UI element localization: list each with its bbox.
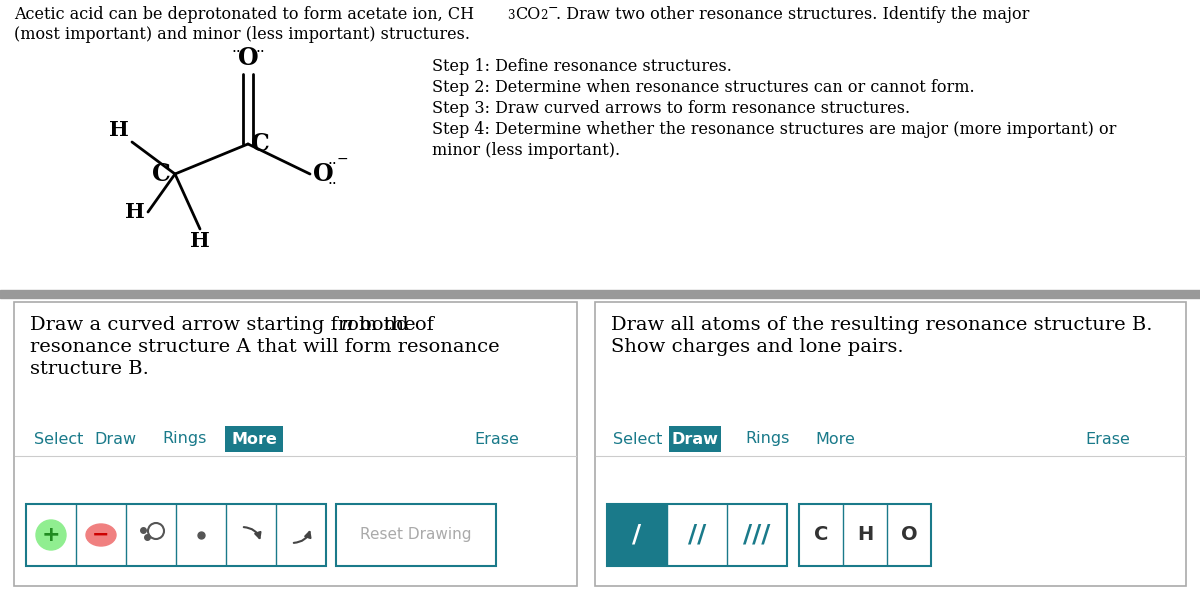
- Text: C: C: [251, 132, 270, 156]
- Bar: [0, 290, 1200, 298]
- Text: 3: 3: [508, 9, 515, 22]
- Ellipse shape: [86, 524, 116, 546]
- Text: Rings: Rings: [745, 431, 790, 446]
- Text: H: H: [190, 231, 210, 251]
- Text: +: +: [42, 525, 60, 545]
- Text: O: O: [313, 162, 334, 186]
- Text: Draw a curved arrow starting from the: Draw a curved arrow starting from the: [30, 316, 422, 334]
- Text: //: //: [688, 523, 706, 547]
- Text: C: C: [152, 162, 172, 186]
- Text: bond of: bond of: [353, 316, 434, 334]
- FancyBboxPatch shape: [607, 504, 787, 566]
- Text: H: H: [109, 120, 130, 140]
- FancyBboxPatch shape: [799, 504, 931, 566]
- FancyBboxPatch shape: [336, 504, 496, 566]
- Text: O: O: [238, 46, 258, 70]
- Text: Step 1: Define resonance structures.: Step 1: Define resonance structures.: [432, 58, 732, 75]
- Text: Reset Drawing: Reset Drawing: [360, 527, 472, 542]
- Text: H: H: [857, 525, 874, 544]
- Text: −: −: [92, 525, 109, 545]
- Text: ··: ··: [328, 176, 337, 191]
- Text: resonance structure A that will form resonance: resonance structure A that will form res…: [30, 338, 499, 356]
- FancyBboxPatch shape: [14, 302, 577, 586]
- Text: Draw: Draw: [672, 431, 719, 446]
- FancyBboxPatch shape: [26, 504, 326, 566]
- Text: C: C: [814, 525, 828, 544]
- Circle shape: [36, 520, 66, 550]
- Text: (most important) and minor (less important) structures.: (most important) and minor (less importa…: [14, 26, 470, 43]
- Text: ··: ··: [256, 45, 265, 60]
- Text: Step 3: Draw curved arrows to form resonance structures.: Step 3: Draw curved arrows to form reson…: [432, 100, 910, 117]
- Text: structure B.: structure B.: [30, 360, 149, 378]
- Text: Step 4: Determine whether the resonance structures are major (more important) or: Step 4: Determine whether the resonance …: [432, 121, 1116, 138]
- Text: π: π: [340, 316, 353, 334]
- Text: minor (less important).: minor (less important).: [432, 142, 620, 159]
- Text: ///: ///: [743, 523, 770, 547]
- Text: −: −: [548, 2, 558, 15]
- Text: Select: Select: [613, 431, 662, 446]
- Text: Draw all atoms of the resulting resonance structure B.: Draw all atoms of the resulting resonanc…: [611, 316, 1152, 334]
- FancyBboxPatch shape: [226, 426, 283, 452]
- FancyBboxPatch shape: [595, 302, 1186, 586]
- Text: Erase: Erase: [1085, 431, 1130, 446]
- Text: /: /: [632, 523, 642, 547]
- Text: Acetic acid can be deprotonated to form acetate ion, CH: Acetic acid can be deprotonated to form …: [14, 6, 474, 23]
- Text: 2: 2: [540, 9, 547, 22]
- Text: Step 2: Determine when resonance structures can or cannot form.: Step 2: Determine when resonance structu…: [432, 79, 974, 96]
- Text: CO: CO: [515, 6, 540, 23]
- Text: O: O: [901, 525, 917, 544]
- Text: Erase: Erase: [474, 431, 518, 446]
- Text: Rings: Rings: [162, 431, 206, 446]
- Text: Draw: Draw: [94, 431, 136, 446]
- Text: ··: ··: [328, 156, 337, 172]
- Text: . Draw two other resonance structures. Identify the major: . Draw two other resonance structures. I…: [556, 6, 1030, 23]
- FancyBboxPatch shape: [607, 504, 667, 566]
- Text: Show charges and lone pairs.: Show charges and lone pairs.: [611, 338, 904, 356]
- Text: −: −: [336, 152, 348, 166]
- Text: More: More: [815, 431, 854, 446]
- FancyBboxPatch shape: [670, 426, 721, 452]
- Text: More: More: [232, 431, 277, 446]
- Text: H: H: [125, 202, 145, 222]
- Text: ··: ··: [232, 45, 241, 60]
- Text: Select: Select: [34, 431, 83, 446]
